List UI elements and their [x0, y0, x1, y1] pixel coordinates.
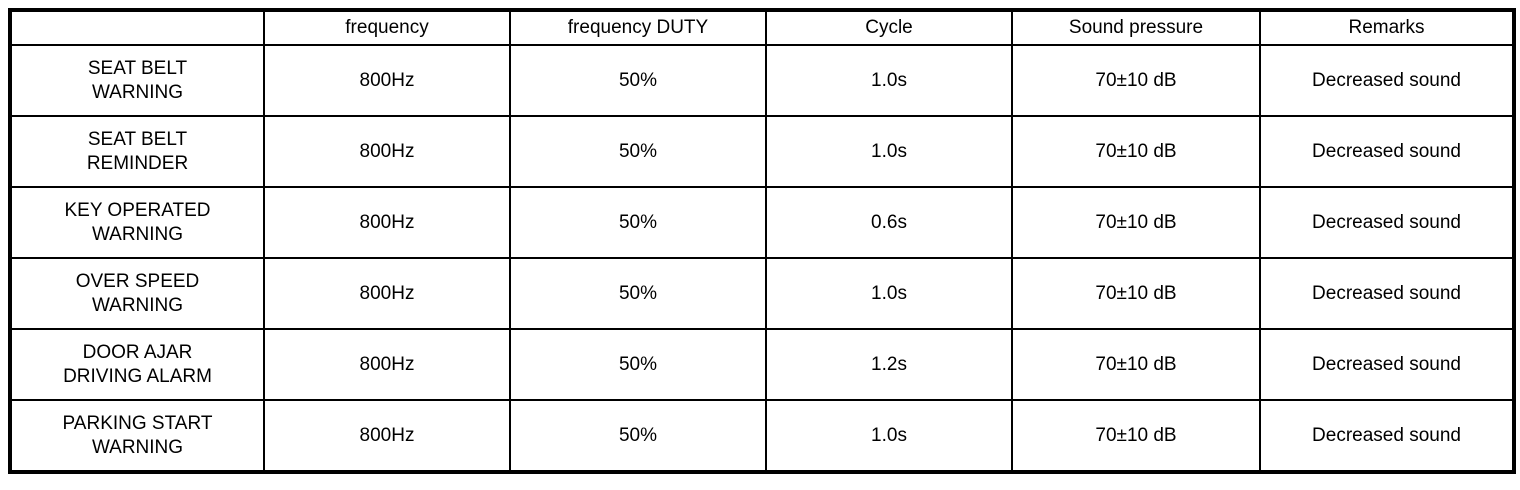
row-label-cell: DOOR AJAR DRIVING ALARM — [9, 328, 265, 401]
table-cell: 50% — [509, 328, 767, 401]
table-cell: Decreased sound — [1259, 115, 1515, 188]
table-row: KEY OPERATED WARNING 800Hz 50% 0.6s 70±10 dB… — [9, 186, 1515, 259]
table-cell: Decreased sound — [1259, 186, 1515, 259]
header-cell-frequency-duty: frequency DUTY — [509, 9, 767, 46]
table-cell: 70±10 dB — [1011, 186, 1261, 259]
table-cell: 70±10 dB — [1011, 115, 1261, 188]
row-label-cell: SEAT BELT WARNING — [9, 44, 265, 117]
table-cell: 1.0s — [765, 115, 1013, 188]
table-cell: 800Hz — [263, 115, 511, 188]
table-header-row: frequency frequency DUTY Cycle Sound pre… — [9, 9, 1515, 46]
table-cell: 800Hz — [263, 399, 511, 473]
table-cell: 1.0s — [765, 44, 1013, 117]
header-cell-remarks: Remarks — [1259, 9, 1515, 46]
row-label-cell: PARKING START WARNING — [9, 399, 265, 473]
warning-sound-spec-table: frequency frequency DUTY Cycle Sound pre… — [8, 8, 1516, 474]
table-cell: Decreased sound — [1259, 399, 1515, 473]
header-cell-sound-pressure: Sound pressure — [1011, 9, 1261, 46]
header-cell-blank — [9, 9, 265, 46]
table-cell: 50% — [509, 257, 767, 330]
row-label-cell: SEAT BELT REMINDER — [9, 115, 265, 188]
header-cell-frequency: frequency — [263, 9, 511, 46]
table-cell: 1.0s — [765, 399, 1013, 473]
table-cell: Decreased sound — [1259, 44, 1515, 117]
table-cell: Decreased sound — [1259, 328, 1515, 401]
table-row: OVER SPEED WARNING 800Hz 50% 1.0s 70±10 dB De… — [9, 257, 1515, 330]
table-cell: 800Hz — [263, 44, 511, 117]
table-cell: 800Hz — [263, 186, 511, 259]
row-label-cell: OVER SPEED WARNING — [9, 257, 265, 330]
table-cell: 70±10 dB — [1011, 44, 1261, 117]
table-cell: Decreased sound — [1259, 257, 1515, 330]
table-cell: 0.6s — [765, 186, 1013, 259]
table-cell: 1.0s — [765, 257, 1013, 330]
table-row: PARKING START WARNING 800Hz 50% 1.0s 70±10 d… — [9, 399, 1515, 473]
table-row: SEAT BELT WARNING 800Hz 50% 1.0s 70±10 dB Dec… — [9, 44, 1515, 117]
table-body: SEAT BELT WARNING 800Hz 50% 1.0s 70±10 dB Dec… — [9, 44, 1515, 473]
table-row: SEAT BELT REMINDER 800Hz 50% 1.0s 70±10 dB De… — [9, 115, 1515, 188]
table-cell: 800Hz — [263, 257, 511, 330]
table-cell: 50% — [509, 186, 767, 259]
table-cell: 70±10 dB — [1011, 328, 1261, 401]
table-cell: 1.2s — [765, 328, 1013, 401]
table-cell: 50% — [509, 44, 767, 117]
table-cell: 50% — [509, 399, 767, 473]
row-label-cell: KEY OPERATED WARNING — [9, 186, 265, 259]
table-cell: 50% — [509, 115, 767, 188]
table-row: DOOR AJAR DRIVING ALARM 800Hz 50% 1.2s 70±10… — [9, 328, 1515, 401]
header-cell-cycle: Cycle — [765, 9, 1013, 46]
table-cell: 800Hz — [263, 328, 511, 401]
table-cell: 70±10 dB — [1011, 257, 1261, 330]
table-cell: 70±10 dB — [1011, 399, 1261, 473]
